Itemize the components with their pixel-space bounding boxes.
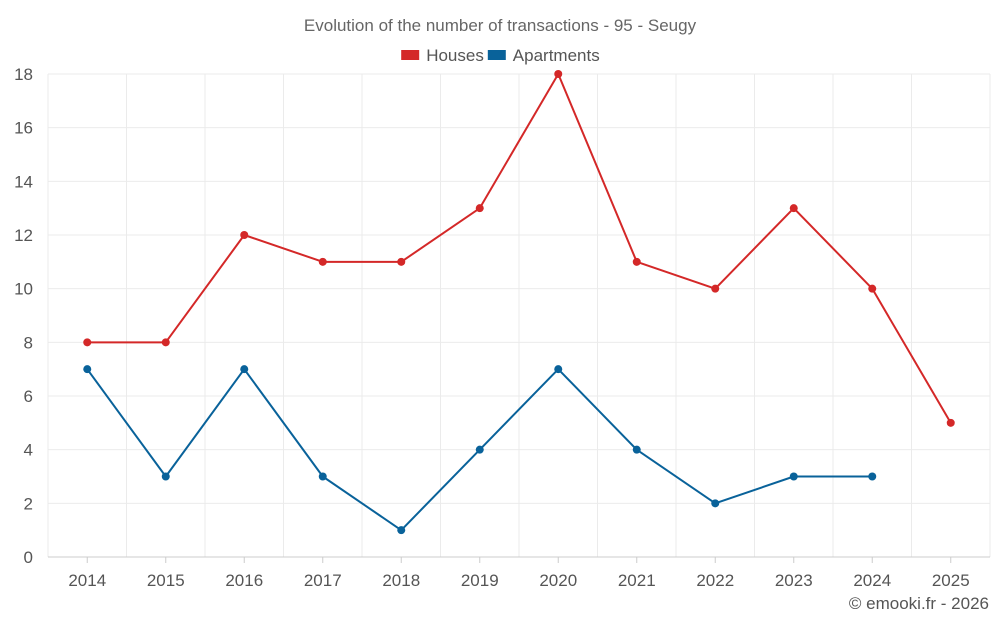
credit-text: © emooki.fr - 2026 — [849, 594, 989, 613]
x-tick-label: 2018 — [382, 571, 420, 590]
y-tick-label: 14 — [14, 172, 33, 191]
x-tick-label: 2023 — [775, 571, 813, 590]
x-tick-label: 2014 — [68, 571, 106, 590]
grid — [47, 73, 991, 557]
houses-point — [554, 70, 563, 78]
axes: 0 2 4 6 8 10 12 14 16 18 2014 2015 2016 2017 2018 2019 2… — [14, 65, 990, 590]
x-tick-label: 2017 — [304, 571, 342, 590]
y-tick-label: 10 — [14, 280, 33, 299]
x-tick-label: 2021 — [618, 571, 656, 590]
y-tick-label: 2 — [24, 494, 33, 513]
x-tick-label: 2025 — [932, 571, 970, 590]
houses-line — [87, 73, 952, 424]
apartments-point — [240, 365, 249, 374]
houses-point — [789, 204, 798, 213]
y-tick-label: 6 — [24, 387, 33, 406]
houses-point — [240, 231, 249, 239]
chart-title: Evolution of the number of transactions … — [304, 16, 697, 35]
y-tick-label: 8 — [24, 333, 33, 352]
apartments-point — [318, 472, 327, 481]
y-tick-label: 0 — [24, 548, 33, 567]
y-tick-label: 12 — [14, 226, 33, 245]
x-tick-label: 2020 — [539, 571, 577, 590]
y-tick-label: 18 — [14, 65, 33, 84]
y-tick-label: 16 — [14, 119, 33, 138]
apartments-point — [554, 365, 563, 374]
apartments-point — [711, 499, 720, 508]
legend-swatch-houses — [401, 50, 420, 60]
houses-point — [83, 338, 92, 347]
houses-point — [475, 204, 484, 213]
houses-point — [711, 284, 720, 293]
apartments-point — [868, 472, 877, 481]
houses-point — [161, 338, 170, 347]
x-tick-label: 2015 — [147, 571, 185, 590]
x-tick-label: 2024 — [853, 571, 891, 590]
x-tick-label: 2016 — [225, 571, 263, 590]
apartments-point — [632, 445, 641, 454]
houses-point — [632, 257, 641, 266]
x-tick-label: 2019 — [461, 571, 499, 590]
legend: Houses Apartments — [401, 46, 600, 65]
apartments-point — [789, 472, 798, 481]
x-tick-label: 2022 — [696, 571, 734, 590]
legend-swatch-apartments — [487, 50, 506, 60]
apartments-point — [397, 526, 406, 535]
legend-label-houses: Houses — [426, 46, 484, 65]
houses-point — [397, 257, 406, 266]
apartments-point — [83, 365, 92, 374]
houses-point — [868, 284, 877, 293]
apartments-point — [161, 472, 170, 481]
y-tick-label: 4 — [24, 441, 33, 460]
apartments-point — [475, 445, 484, 454]
series-layer — [83, 70, 955, 535]
legend-label-apartments: Apartments — [513, 46, 600, 65]
houses-point — [946, 418, 955, 427]
houses-point — [318, 257, 327, 266]
